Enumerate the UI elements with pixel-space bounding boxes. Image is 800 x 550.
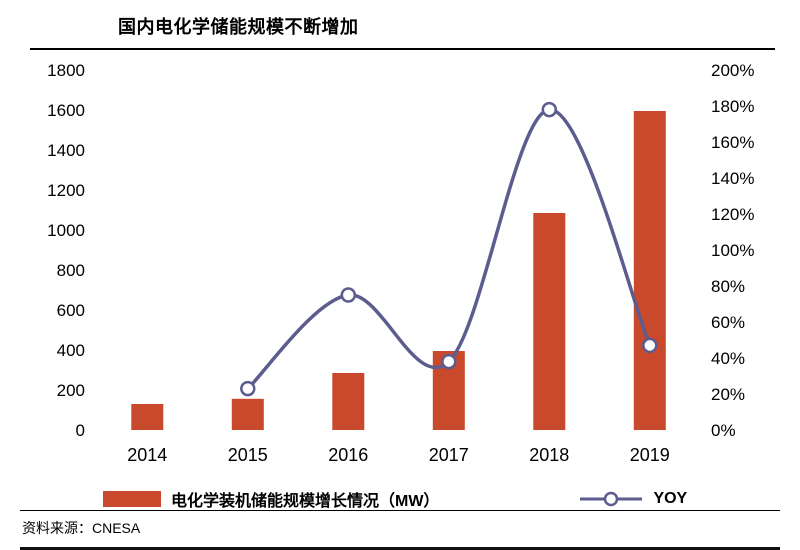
yoy-marker-icon	[541, 101, 558, 118]
left-axis-tick: 800	[57, 261, 85, 280]
legend-item-line: YOY	[579, 490, 687, 508]
right-axis-tick: 20%	[711, 385, 745, 404]
source-footer: 资料来源：CNESA	[20, 510, 780, 550]
bar-2019	[633, 111, 666, 430]
x-axis-label: 2015	[228, 445, 268, 465]
yoy-marker-icon	[240, 380, 256, 397]
left-axis-tick: 1200	[47, 181, 85, 200]
right-axis-tick: 140%	[711, 169, 754, 188]
right-axis-tick: 200%	[711, 61, 754, 80]
chart-legend: 电化学装机储能规模增长情况（MW） YOY	[0, 487, 800, 511]
bar-2015	[231, 398, 264, 430]
left-axis-tick: 400	[57, 341, 85, 360]
x-axis-label: 2018	[529, 445, 569, 465]
x-axis-label: 2017	[429, 445, 469, 465]
line-legend-swatch	[579, 491, 643, 507]
right-axis-tick: 180%	[711, 97, 754, 116]
yoy-marker-icon	[642, 337, 658, 354]
left-axis-tick: 1600	[47, 101, 85, 120]
line-legend-marker-icon	[604, 491, 619, 507]
left-axis-tick: 600	[57, 301, 85, 320]
combo-chart: 0 200 400 600 800 1000 1200 1400 1600 1800 0% 20% 40…	[47, 61, 754, 465]
line-legend-label: YOY	[653, 490, 688, 507]
bar-2014	[131, 404, 164, 430]
left-axis-tick: 1000	[47, 221, 85, 240]
source-text: 资料来源：CNESA	[22, 520, 141, 536]
right-axis-tick: 80%	[711, 277, 745, 296]
x-axis-label: 2016	[328, 445, 368, 465]
bar-legend-label: 电化学装机储能规模增长情况（MW）	[171, 493, 440, 510]
chart-area: 0 200 400 600 800 1000 1200 1400 1600 1800 0% 20% 40…	[20, 52, 800, 487]
legend-item-bars: 电化学装机储能规模增长情况（MW）	[103, 487, 439, 511]
x-axis-label: 2019	[630, 445, 670, 465]
right-axis-tick: 60%	[711, 313, 745, 332]
left-axis-tick: 1800	[47, 61, 85, 80]
chart-title: 国内电化学储能规模不断增加	[118, 17, 359, 37]
yoy-marker-icon	[340, 287, 357, 303]
left-axis-tick: 1400	[47, 141, 85, 160]
yoy-marker-icon	[441, 353, 457, 370]
right-axis-tick: 0%	[711, 421, 736, 440]
left-axis-tick: 200	[57, 381, 85, 400]
bar-2016	[332, 373, 365, 430]
yoy-line	[246, 107, 652, 391]
x-axis-label: 2014	[127, 445, 167, 465]
bar-legend-swatch	[103, 491, 161, 507]
right-axis-tick: 40%	[711, 349, 745, 368]
bar-2018	[533, 213, 566, 430]
right-axis-tick: 100%	[711, 241, 754, 260]
right-axis-tick: 160%	[711, 133, 754, 152]
chart-header: 国内电化学储能规模不断增加	[30, 0, 775, 50]
right-axis-tick: 120%	[711, 205, 754, 224]
left-axis-tick: 0	[76, 421, 85, 440]
